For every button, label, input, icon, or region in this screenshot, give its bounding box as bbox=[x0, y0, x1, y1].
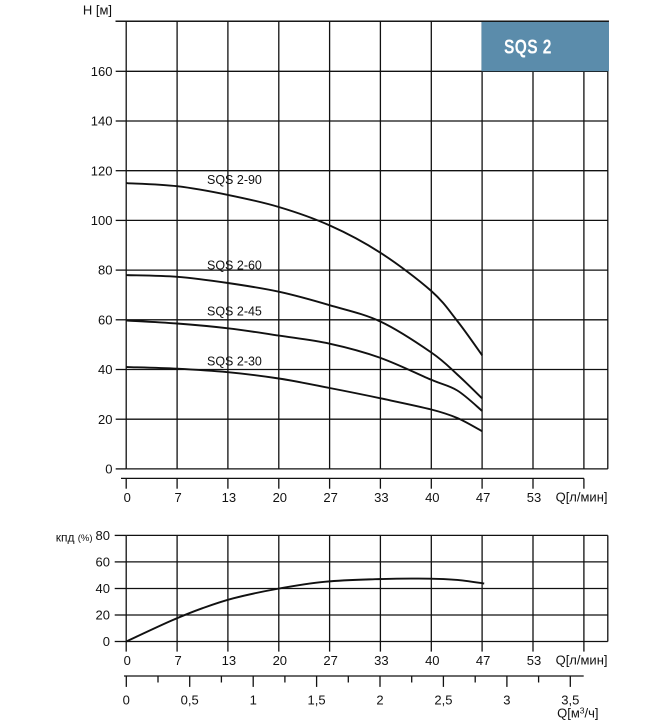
svg-text:40: 40 bbox=[425, 490, 439, 505]
svg-text:20: 20 bbox=[273, 490, 287, 505]
svg-text:53: 53 bbox=[527, 653, 541, 668]
svg-text:0: 0 bbox=[124, 490, 131, 505]
svg-text:40: 40 bbox=[425, 653, 439, 668]
svg-text:47: 47 bbox=[476, 490, 490, 505]
svg-text:120: 120 bbox=[91, 163, 113, 178]
svg-text:3,5: 3,5 bbox=[561, 693, 579, 708]
svg-text:SQS 2-60: SQS 2-60 bbox=[207, 258, 262, 272]
svg-text:20: 20 bbox=[96, 608, 110, 623]
svg-text:Q[л/мин]: Q[л/мин] bbox=[556, 653, 608, 668]
svg-text:H [м]: H [м] bbox=[83, 3, 112, 18]
svg-text:140: 140 bbox=[91, 114, 113, 129]
svg-text:2: 2 bbox=[376, 693, 383, 708]
svg-text:кпд: кпд bbox=[56, 531, 75, 545]
svg-text:27: 27 bbox=[323, 653, 337, 668]
svg-text:0: 0 bbox=[103, 634, 110, 649]
svg-text:33: 33 bbox=[374, 490, 388, 505]
svg-text:53: 53 bbox=[527, 490, 541, 505]
svg-text:0: 0 bbox=[124, 653, 131, 668]
svg-text:0,5: 0,5 bbox=[181, 693, 199, 708]
svg-text:33: 33 bbox=[374, 653, 388, 668]
svg-text:13: 13 bbox=[222, 490, 236, 505]
svg-text:Q[м3/ч]: Q[м3/ч] bbox=[557, 706, 598, 721]
svg-text:1,5: 1,5 bbox=[308, 693, 326, 708]
svg-text:1: 1 bbox=[250, 693, 257, 708]
svg-text:60: 60 bbox=[96, 555, 110, 570]
svg-text:20: 20 bbox=[98, 412, 112, 427]
svg-text:SQS 2-90: SQS 2-90 bbox=[207, 173, 262, 187]
svg-text:7: 7 bbox=[174, 653, 181, 668]
svg-text:160: 160 bbox=[91, 64, 113, 79]
svg-text:80: 80 bbox=[98, 263, 112, 278]
svg-text:SQS 2-45: SQS 2-45 bbox=[207, 304, 262, 318]
svg-text:7: 7 bbox=[174, 490, 181, 505]
svg-text:100: 100 bbox=[91, 213, 113, 228]
svg-text:27: 27 bbox=[323, 490, 337, 505]
svg-text:60: 60 bbox=[98, 312, 112, 327]
svg-text:47: 47 bbox=[476, 653, 490, 668]
svg-text:80: 80 bbox=[96, 528, 110, 543]
svg-text:40: 40 bbox=[96, 581, 110, 596]
svg-text:13: 13 bbox=[222, 653, 236, 668]
svg-text:20: 20 bbox=[273, 653, 287, 668]
svg-text:0: 0 bbox=[105, 462, 112, 477]
svg-text:3: 3 bbox=[503, 693, 510, 708]
svg-text:(%): (%) bbox=[78, 533, 93, 544]
svg-text:0: 0 bbox=[123, 693, 130, 708]
svg-text:40: 40 bbox=[98, 362, 112, 377]
svg-text:SQS 2-30: SQS 2-30 bbox=[207, 354, 262, 368]
svg-text:Q[л/мин]: Q[л/мин] bbox=[556, 490, 608, 505]
svg-text:SQS 2: SQS 2 bbox=[504, 35, 552, 58]
svg-text:2,5: 2,5 bbox=[434, 693, 452, 708]
